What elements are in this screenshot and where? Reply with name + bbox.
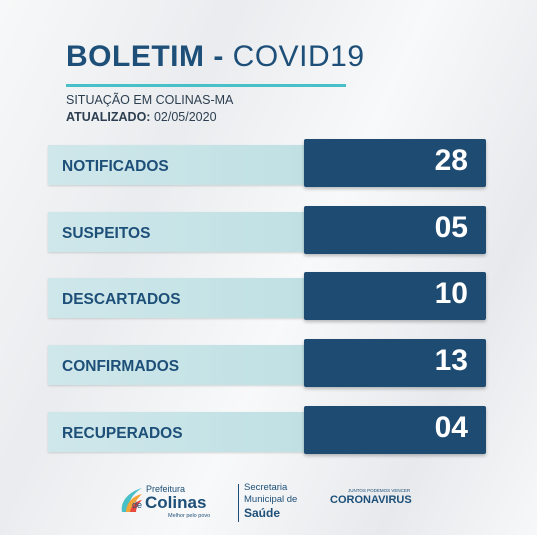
stat-value-box: 10 <box>304 272 486 320</box>
stat-value: 13 <box>434 344 468 377</box>
stat-value-box: 04 <box>304 406 486 454</box>
updated-value: 02/05/2020 <box>150 110 217 124</box>
prefeitura-label: Prefeitura <box>146 484 186 494</box>
footer-logos: Prefeitura de Colinas Melhor pelo povo S… <box>0 478 537 528</box>
stat-value: 04 <box>434 411 468 444</box>
stat-value: 28 <box>434 144 468 177</box>
secretaria-line1: Secretaria <box>244 482 288 493</box>
stat-label-bar: NOTIFICADOS <box>48 145 318 185</box>
stat-label-bar: SUSPEITOS <box>48 212 318 252</box>
stat-label: SUSPEITOS <box>62 225 151 242</box>
stat-row-descartados: DESCARTADOS 10 <box>48 272 488 322</box>
title-separator: - <box>204 40 233 73</box>
stat-value: 05 <box>434 211 468 244</box>
stat-label: DESCARTADOS <box>62 291 181 308</box>
stat-value: 10 <box>434 277 468 310</box>
stat-label: CONFIRMADOS <box>62 358 180 375</box>
stat-label-bar: RECUPERADOS <box>48 412 318 452</box>
page-title: BOLETIM - COVID19 <box>66 40 365 74</box>
prefeitura-name: Colinas <box>145 493 207 512</box>
stat-row-confirmados: CONFIRMADOS 13 <box>48 339 488 389</box>
stat-value-box: 13 <box>304 339 486 387</box>
stat-row-suspeitos: SUSPEITOS 05 <box>48 206 488 256</box>
stat-label: RECUPERADOS <box>62 425 183 442</box>
stat-label-bar: DESCARTADOS <box>48 278 318 318</box>
prefeitura-logo: Prefeitura de Colinas Melhor pelo povo <box>118 482 228 522</box>
campaign-tag: JUNTOS PODEMOS VENCER <box>348 488 411 493</box>
stat-label: NOTIFICADOS <box>62 158 169 175</box>
prefeitura-slogan: Melhor pelo povo <box>168 513 211 519</box>
title-strong: BOLETIM <box>66 40 205 73</box>
campaign-logo: JUNTOS PODEMOS VENCER CORONAVIRUS <box>330 486 430 516</box>
subtitle: SITUAÇÃO EM COLINAS-MA <box>66 93 234 107</box>
stat-value-box: 28 <box>304 139 486 187</box>
stat-label-bar: CONFIRMADOS <box>48 345 318 385</box>
updated-label: ATUALIZADO: <box>66 110 151 124</box>
stat-value-box: 05 <box>304 206 486 254</box>
secretaria-line3: Saúde <box>244 506 281 520</box>
campaign-word: CORONAVIRUS <box>330 494 412 506</box>
prefeitura-de: de <box>132 500 143 510</box>
secretaria-logo: Secretaria Municipal de Saúde <box>244 482 324 522</box>
title-light: COVID19 <box>232 40 365 73</box>
stat-row-notificados: NOTIFICADOS 28 <box>48 139 488 189</box>
title-underline <box>66 84 346 87</box>
updated-line: ATUALIZADO: 02/05/2020 <box>66 110 217 124</box>
secretaria-line2: Municipal de <box>244 494 298 505</box>
swoosh-icon <box>121 488 142 512</box>
footer-divider <box>238 484 239 522</box>
stat-row-recuperados: RECUPERADOS 04 <box>48 406 488 456</box>
